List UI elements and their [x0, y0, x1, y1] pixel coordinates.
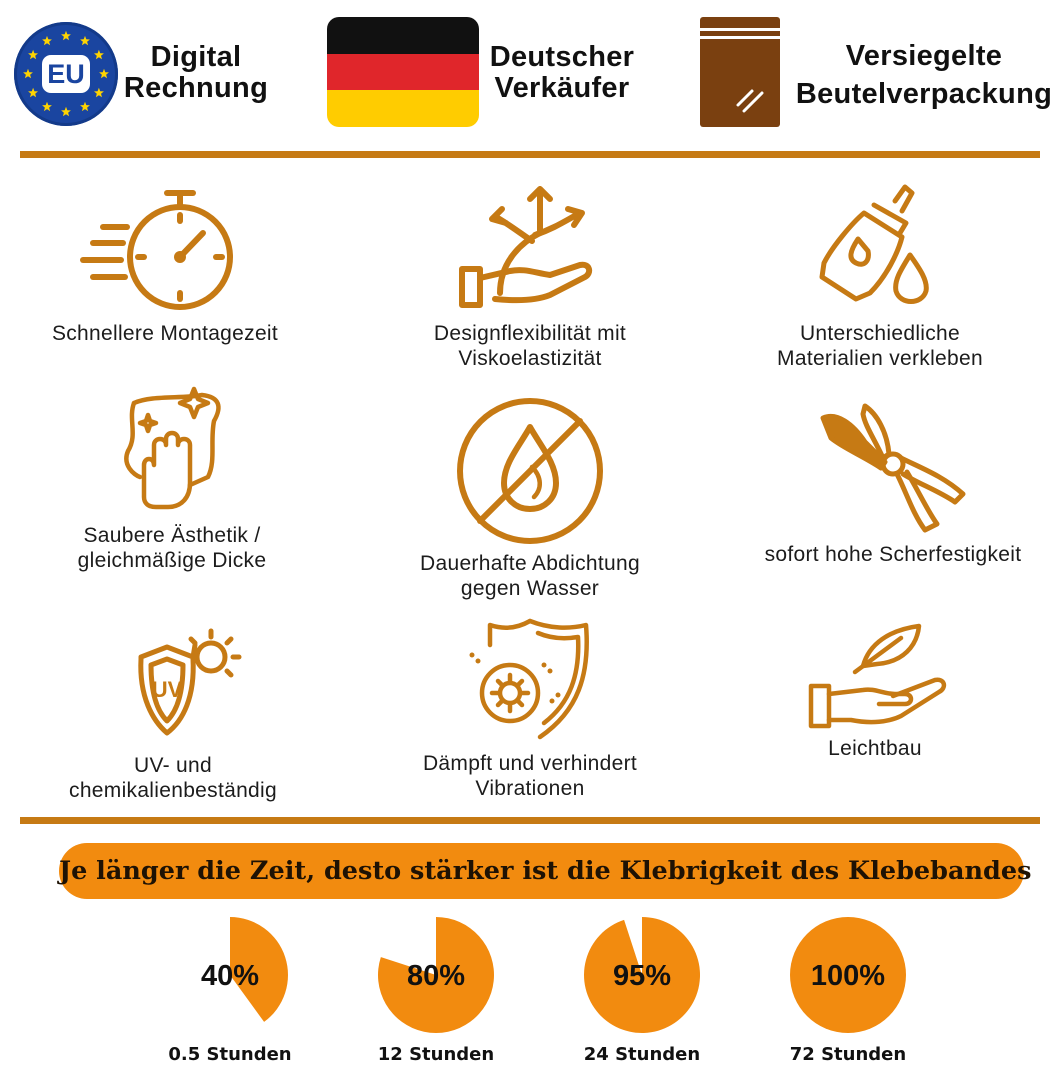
eu-star: [28, 87, 38, 98]
pie-slice: [378, 917, 495, 1033]
header-line: Deutscher: [489, 41, 635, 73]
feature-design-flexibility: Designflexibilität mit Viskoelastizität: [365, 183, 695, 371]
feature-label: UV- und chemikalienbeständig: [69, 754, 277, 802]
clean-glove-cloth-icon: [124, 386, 221, 510]
header-line: Rechnung: [123, 72, 269, 104]
pie-value-label: 95%: [613, 960, 671, 992]
flexible-hand-arrows-icon: [459, 186, 593, 308]
divider: [20, 817, 1040, 824]
eu-star: [80, 35, 90, 46]
header-line: Digital: [150, 41, 242, 73]
feature-label: Dämpft und verhindert Vibrationen: [422, 752, 638, 800]
pruning-shears-icon: [820, 403, 966, 533]
eu-star: [99, 68, 109, 79]
feature-label: Unterschiedliche Materialien verkleben: [777, 322, 983, 370]
feature-label: Dauerhafte Abdichtung gegen Wasser: [420, 552, 640, 600]
eu-star: [94, 87, 104, 98]
header-item-german-seller: Deutscher Verkäufer: [486, 42, 638, 104]
pie-category-label: 72 Stunden: [789, 1044, 907, 1065]
header-line: Beutelverpackung: [795, 78, 1053, 110]
feature-label: Designflexibilität mit Viskoelastizität: [433, 322, 627, 370]
pie-chart: 80% 12 Stunden: [336, 915, 536, 1065]
uv-shield-sun-icon: UV: [138, 628, 242, 736]
feather-hand-icon: [808, 623, 947, 729]
feature-different-materials: Unterschiedliche Materialien verkleben: [715, 183, 1045, 371]
feature-fast-assembly: Schnellere Montagezeit: [0, 185, 330, 346]
pie-category-label: 12 Stunden: [377, 1044, 495, 1065]
feature-water-sealing: Dauerhafte Abdichtung gegen Wasser: [365, 397, 695, 601]
feature-label: Leichtbau: [828, 737, 922, 760]
feature-label: Schnellere Montagezeit: [51, 322, 279, 345]
feature-clean-aesthetics: Saubere Ästhetik / gleichmäßige Dicke: [7, 385, 337, 573]
eu-star: [23, 68, 33, 79]
stopwatch-icon: [80, 190, 233, 310]
pie-value-label: 40%: [201, 960, 259, 992]
eu-stars-icon: EU: [14, 22, 118, 126]
glue-bottle-drop-icon: [819, 184, 929, 304]
pie-category-label: 24 Stunden: [583, 1044, 701, 1065]
feature-vibration-damping: Dämpft und verhindert Vibrationen: [365, 615, 695, 801]
header-item-sealed-bag: Versiegelte Beutelverpackung: [790, 37, 1058, 113]
pie-slice: [584, 917, 701, 1033]
pie-slice: [230, 917, 288, 1022]
pie-slice: [790, 917, 906, 1033]
pie-chart: 95% 24 Stunden: [542, 915, 742, 1065]
eu-star: [61, 30, 71, 41]
eu-star: [28, 49, 38, 60]
pie-category-label: 0.5 Stunden: [168, 1044, 292, 1065]
eu-star: [42, 101, 52, 112]
eu-star: [94, 49, 104, 60]
feature-shear-strength: sofort hohe Scherfestigkeit: [728, 398, 1058, 567]
pie-value-label: 100%: [811, 960, 885, 992]
german-flag-icon: [327, 17, 479, 127]
no-water-drop-icon: [457, 398, 603, 544]
feature-uv-resistant: UV UV- und chemikalienbeständig: [8, 617, 338, 803]
vibration-shield-icon: [469, 618, 589, 740]
pie-value-label: 80%: [407, 960, 465, 992]
sealed-bag-icon: [700, 17, 780, 127]
feature-label: Saubere Ästhetik / gleichmäßige Dicke: [77, 524, 267, 572]
eu-star: [42, 35, 52, 46]
eu-badge-text: EU: [42, 55, 90, 93]
pie-chart: 40% 0.5 Stunden: [130, 915, 330, 1065]
feature-lightweight: Leichtbau: [710, 618, 1040, 761]
pie-chart: 100% 72 Stunden: [748, 915, 948, 1065]
eu-star: [61, 106, 71, 117]
divider: [20, 151, 1040, 158]
adhesion-banner: Je länger die Zeit, desto stärker ist di…: [59, 843, 1031, 899]
header-line: Versiegelte: [845, 40, 1003, 72]
header-item-digital-invoice: Digital Rechnung: [120, 42, 272, 104]
eu-star: [80, 101, 90, 112]
feature-label: sofort hohe Scherfestigkeit: [764, 543, 1022, 566]
header-line: Verkäufer: [494, 72, 630, 104]
svg-text:UV: UV: [152, 677, 183, 702]
